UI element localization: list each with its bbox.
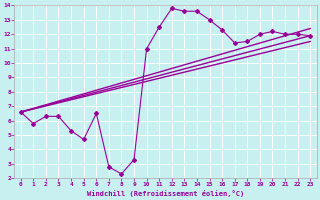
X-axis label: Windchill (Refroidissement éolien,°C): Windchill (Refroidissement éolien,°C) bbox=[87, 190, 244, 197]
